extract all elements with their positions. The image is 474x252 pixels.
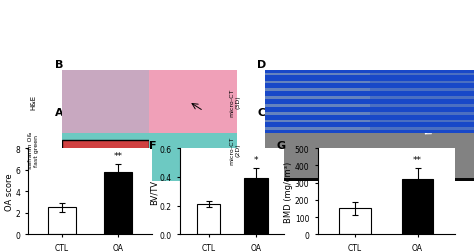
Bar [197, 204, 220, 234]
Text: micro-CT
(3D): micro-CT (3D) [229, 88, 240, 116]
Bar [370, 128, 474, 131]
Title: OA: OA [416, 109, 428, 118]
Bar [370, 97, 474, 100]
Text: C: C [257, 107, 265, 117]
Bar [402, 179, 433, 234]
Bar [265, 89, 370, 92]
Bar [265, 128, 370, 131]
Bar [265, 97, 370, 100]
Y-axis label: OA score: OA score [5, 173, 14, 210]
Text: H&E: H&E [30, 94, 36, 110]
Text: micro-CT
(2D): micro-CT (2D) [229, 136, 240, 164]
Text: F: F [149, 140, 156, 150]
Text: B: B [55, 59, 63, 69]
Bar [370, 112, 474, 115]
Bar [370, 81, 474, 84]
Bar [370, 73, 474, 76]
Text: **: ** [114, 151, 123, 161]
Title: OA: OA [187, 109, 199, 118]
Text: A: A [55, 107, 63, 117]
Bar [370, 120, 474, 123]
Text: safranin O&
fast green: safranin O& fast green [28, 131, 38, 169]
Y-axis label: BMD (mg/cm³): BMD (mg/cm³) [284, 161, 293, 222]
Bar [48, 208, 76, 234]
Bar [265, 112, 370, 115]
Y-axis label: BV/TV: BV/TV [149, 179, 158, 204]
Bar [104, 172, 132, 234]
Bar [339, 209, 371, 234]
Bar [370, 89, 474, 92]
Text: G: G [276, 140, 285, 150]
FancyBboxPatch shape [62, 140, 149, 163]
Bar [265, 105, 370, 107]
Title: CTL: CTL [98, 109, 113, 118]
Text: *: * [254, 155, 258, 164]
Bar [265, 73, 370, 76]
Bar [265, 120, 370, 123]
Bar [244, 179, 268, 234]
Text: D: D [257, 59, 266, 69]
Bar [370, 105, 474, 107]
Bar [265, 81, 370, 84]
Text: **: ** [413, 155, 422, 164]
Title: CTL: CTL [310, 109, 325, 118]
